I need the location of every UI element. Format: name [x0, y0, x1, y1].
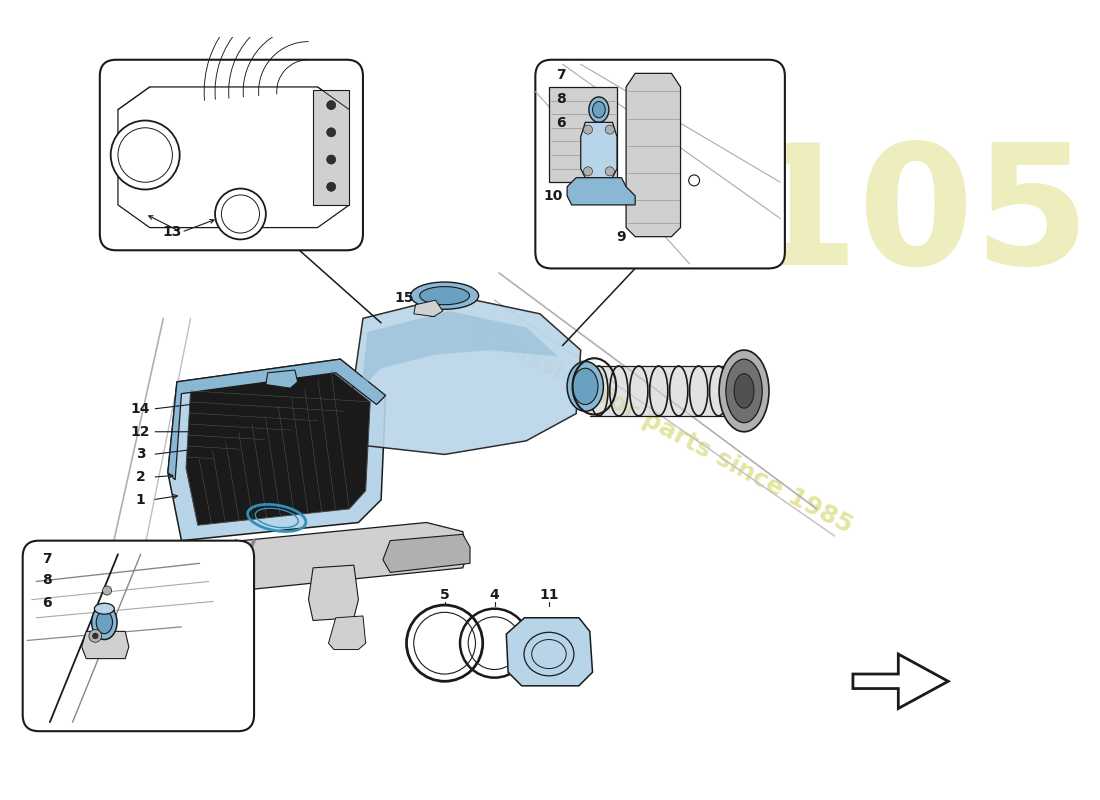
FancyBboxPatch shape: [23, 541, 254, 731]
Text: 2: 2: [135, 470, 145, 484]
Circle shape: [583, 167, 593, 176]
Circle shape: [111, 121, 179, 190]
Ellipse shape: [588, 97, 608, 122]
Text: 9: 9: [617, 230, 626, 244]
Ellipse shape: [726, 359, 762, 422]
Polygon shape: [506, 618, 593, 686]
Text: 8: 8: [42, 573, 52, 586]
Polygon shape: [186, 371, 371, 526]
Ellipse shape: [734, 374, 754, 408]
Text: 105: 105: [742, 137, 1090, 300]
Polygon shape: [350, 296, 581, 454]
FancyBboxPatch shape: [100, 60, 363, 250]
Text: a passion for parts since 1985: a passion for parts since 1985: [469, 317, 856, 538]
Circle shape: [327, 182, 336, 191]
Ellipse shape: [96, 611, 112, 634]
Circle shape: [605, 167, 614, 176]
Polygon shape: [81, 631, 129, 658]
Text: 3: 3: [135, 447, 145, 462]
Circle shape: [214, 189, 266, 239]
Circle shape: [583, 125, 593, 134]
Circle shape: [327, 155, 336, 164]
Ellipse shape: [410, 282, 478, 310]
Text: 7: 7: [556, 68, 565, 82]
Text: 14: 14: [131, 402, 151, 416]
Text: 8: 8: [556, 92, 565, 106]
Text: 6: 6: [556, 116, 565, 130]
Circle shape: [327, 101, 336, 110]
Polygon shape: [568, 178, 635, 205]
Ellipse shape: [573, 368, 598, 405]
Text: 10: 10: [543, 189, 563, 203]
Ellipse shape: [95, 603, 114, 614]
Polygon shape: [266, 370, 298, 388]
Polygon shape: [177, 522, 468, 595]
Text: 11: 11: [539, 588, 559, 602]
FancyBboxPatch shape: [536, 60, 785, 269]
Polygon shape: [314, 90, 350, 205]
Text: 13: 13: [163, 225, 183, 239]
Polygon shape: [549, 87, 617, 182]
Ellipse shape: [593, 102, 605, 118]
Polygon shape: [361, 311, 558, 389]
Text: 1: 1: [135, 493, 145, 507]
Polygon shape: [414, 300, 443, 317]
Polygon shape: [329, 616, 365, 650]
Circle shape: [92, 633, 99, 639]
Ellipse shape: [420, 286, 470, 305]
Polygon shape: [581, 122, 617, 178]
Text: 4: 4: [490, 588, 499, 602]
Text: 15: 15: [394, 291, 414, 306]
Polygon shape: [168, 359, 386, 541]
Ellipse shape: [91, 605, 117, 639]
Polygon shape: [383, 534, 470, 573]
Polygon shape: [626, 74, 681, 237]
Circle shape: [605, 125, 614, 134]
Text: 6: 6: [43, 596, 52, 610]
Ellipse shape: [719, 350, 769, 432]
Polygon shape: [168, 359, 386, 480]
Polygon shape: [118, 87, 350, 227]
Text: 12: 12: [131, 425, 151, 438]
Circle shape: [89, 630, 101, 642]
Circle shape: [102, 586, 111, 595]
Ellipse shape: [568, 362, 604, 411]
Polygon shape: [590, 366, 735, 416]
Polygon shape: [308, 565, 359, 621]
Circle shape: [327, 128, 336, 137]
Text: 7: 7: [43, 552, 52, 566]
Text: 5: 5: [440, 588, 450, 602]
